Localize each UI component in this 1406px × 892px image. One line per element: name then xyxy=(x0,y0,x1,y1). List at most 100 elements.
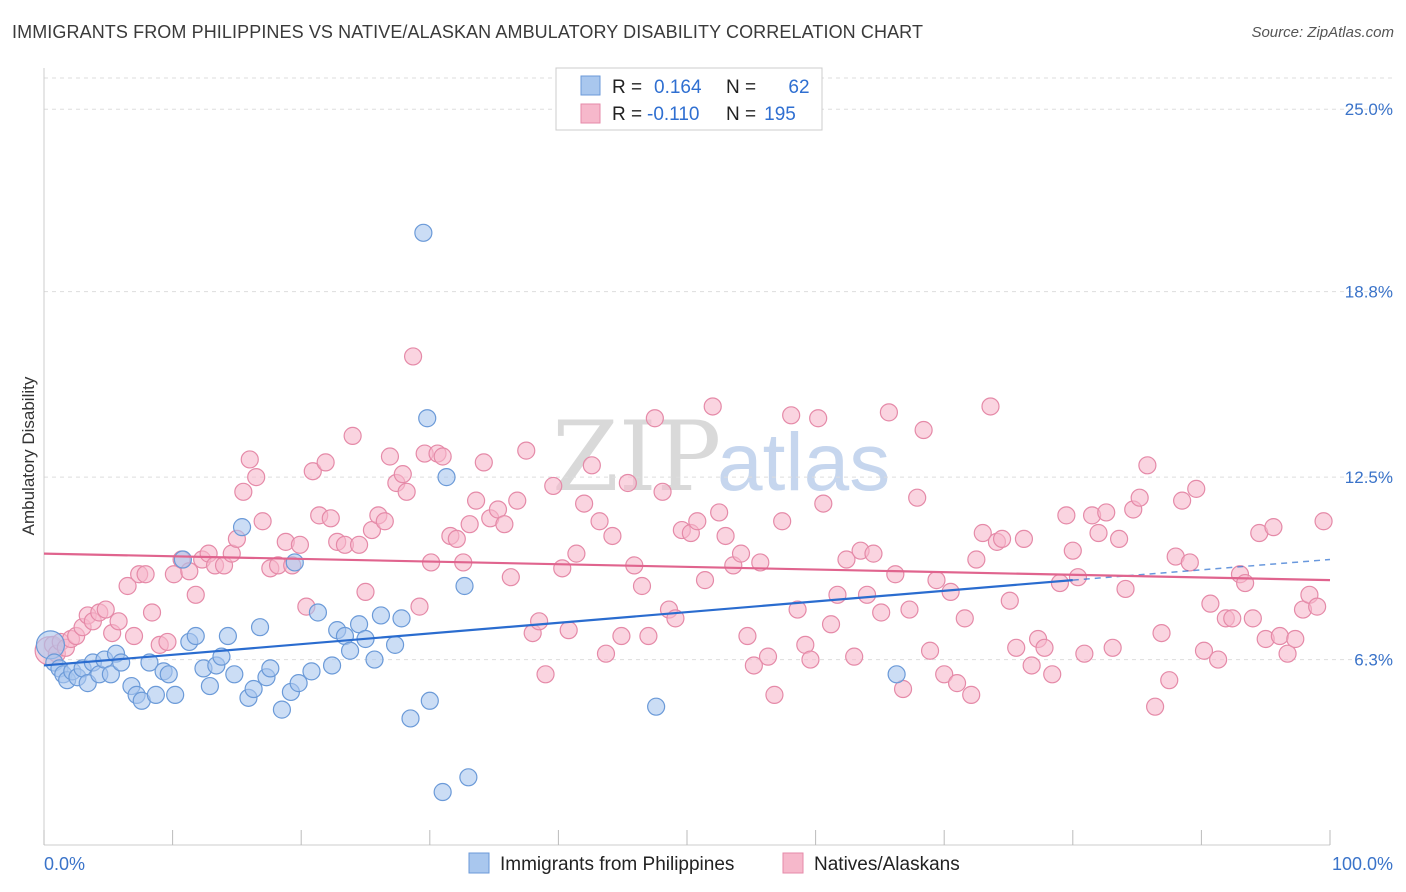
data-point xyxy=(290,535,310,554)
data-point xyxy=(101,665,120,684)
data-point xyxy=(744,656,763,675)
data-point xyxy=(1022,656,1041,675)
data-point xyxy=(316,453,335,472)
data-point xyxy=(1180,553,1199,572)
data-point xyxy=(1097,503,1116,522)
data-point xyxy=(920,641,940,660)
source-label: Source: ZipAtlas.com xyxy=(1251,24,1394,41)
data-point xyxy=(864,544,883,563)
data-point xyxy=(459,768,478,787)
data-point xyxy=(603,526,622,546)
data-point xyxy=(612,626,631,646)
data-point xyxy=(1109,529,1129,549)
data-point xyxy=(365,650,384,669)
data-point xyxy=(1308,597,1327,616)
data-point xyxy=(653,482,672,501)
data-point xyxy=(1160,671,1179,690)
data-point xyxy=(466,491,486,510)
data-point xyxy=(758,647,778,666)
data-point xyxy=(992,529,1012,549)
legend-r-value: 0.164 xyxy=(654,77,702,98)
data-point xyxy=(225,665,244,684)
data-point xyxy=(738,626,757,646)
data-point xyxy=(186,626,205,646)
data-point xyxy=(908,488,927,507)
data-point xyxy=(731,544,751,563)
legend-r-label: R = xyxy=(612,104,642,125)
data-point xyxy=(1007,638,1026,657)
data-point xyxy=(173,550,192,569)
data-point xyxy=(455,576,474,596)
data-point xyxy=(140,653,159,672)
data-point xyxy=(544,476,563,496)
data-point xyxy=(303,462,322,481)
data-point xyxy=(887,665,906,684)
data-point xyxy=(158,632,177,652)
data-point xyxy=(1057,506,1076,525)
series-philippines-points xyxy=(35,223,906,802)
data-point xyxy=(751,553,770,572)
data-point xyxy=(639,626,658,646)
data-point xyxy=(941,582,960,601)
data-point xyxy=(385,635,405,654)
data-point xyxy=(186,585,205,604)
data-point xyxy=(962,685,981,704)
data-point xyxy=(1146,697,1165,716)
data-point xyxy=(1075,644,1094,663)
data-point xyxy=(814,494,833,513)
y-tick-label: 6.3% xyxy=(1354,651,1393,670)
data-point xyxy=(1264,518,1283,537)
data-point xyxy=(517,441,536,460)
data-point xyxy=(234,482,253,501)
data-point xyxy=(645,409,664,428)
data-point xyxy=(886,565,905,584)
data-point xyxy=(1152,623,1171,643)
data-point xyxy=(433,447,452,466)
data-point xyxy=(495,515,514,534)
data-point xyxy=(253,512,272,531)
data-point xyxy=(1000,591,1019,610)
data-point xyxy=(166,685,185,704)
y-axis-tick-labels: 6.3% 12.5% 18.8% 25.0% xyxy=(1345,100,1393,669)
data-point xyxy=(371,606,391,625)
data-point xyxy=(553,559,572,578)
data-point xyxy=(96,600,115,619)
legend-swatch-natives xyxy=(782,852,804,874)
data-point xyxy=(375,512,394,531)
data-point xyxy=(695,571,715,590)
y-axis-label: Ambulatory Disability xyxy=(19,376,38,535)
data-point xyxy=(159,665,178,684)
correlation-legend: R = 0.164 N = 62 R = -0.110 N = 195 xyxy=(555,67,823,131)
trend-line-philippines xyxy=(43,579,1073,667)
data-point xyxy=(914,420,933,440)
y-tick-label: 12.5% xyxy=(1345,468,1393,487)
data-point xyxy=(1103,638,1122,657)
data-point xyxy=(872,603,891,622)
data-point xyxy=(218,626,237,646)
data-point xyxy=(1314,512,1333,531)
legend-n-label: N = xyxy=(726,77,756,98)
data-point xyxy=(112,653,131,672)
data-point xyxy=(244,679,263,699)
legend-r-label: R = xyxy=(612,77,642,98)
y-tick-label: 25.0% xyxy=(1345,100,1393,119)
data-point xyxy=(1063,541,1082,560)
data-point xyxy=(582,456,601,475)
data-point xyxy=(460,515,479,534)
data-point xyxy=(809,409,828,428)
data-point xyxy=(447,529,466,549)
data-point xyxy=(947,674,967,693)
data-point xyxy=(1089,523,1108,543)
data-point xyxy=(1187,479,1206,498)
data-point xyxy=(1130,488,1149,507)
data-point xyxy=(212,647,231,666)
data-point xyxy=(765,685,784,704)
data-point xyxy=(596,644,616,663)
x-axis-ticks xyxy=(43,830,1331,845)
data-point xyxy=(973,523,992,543)
data-point xyxy=(879,403,899,422)
data-point xyxy=(146,685,165,704)
data-point xyxy=(1116,579,1135,599)
legend-label-natives: Natives/Alaskans xyxy=(814,854,960,875)
